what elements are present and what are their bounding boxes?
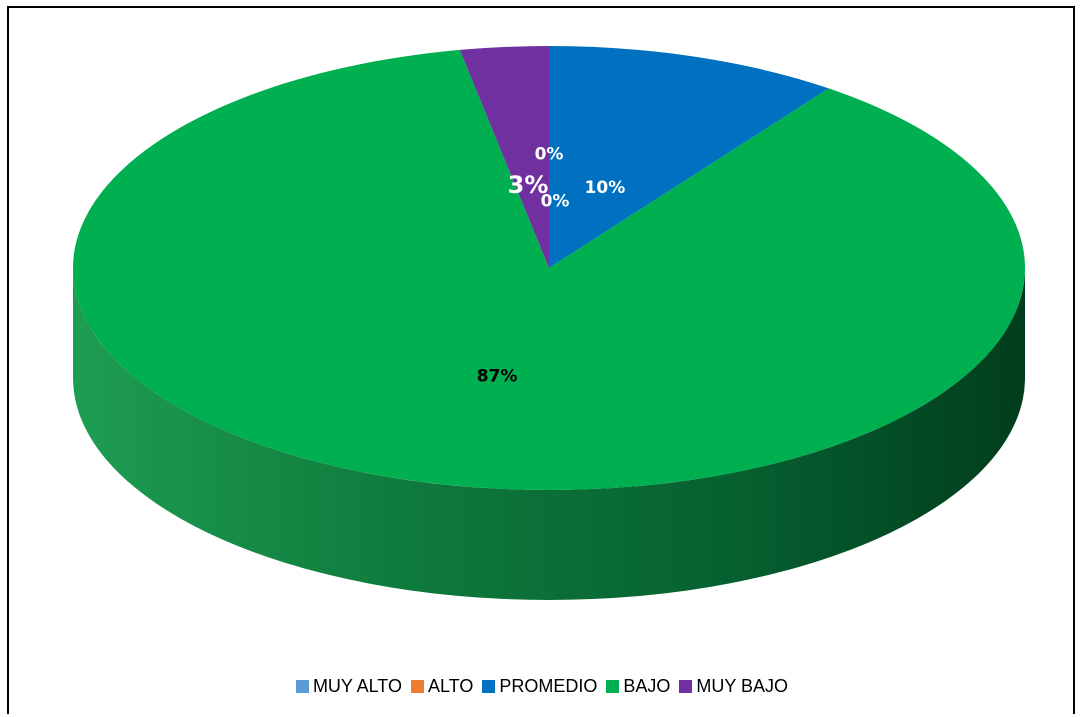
legend-label-muy-bajo: MUY BAJO xyxy=(696,676,789,696)
legend-item-muy-bajo: MUY BAJO xyxy=(679,676,788,697)
legend-item-alto: ALTO xyxy=(410,676,474,697)
chart-legend: MUY ALTO ALTO PROMEDIO BAJO MUY BAJO xyxy=(0,676,1084,697)
data-label-alto: 0% xyxy=(541,191,570,211)
legend-item-promedio: PROMEDIO xyxy=(482,676,597,697)
data-label-promedio: 10% xyxy=(585,178,626,198)
legend-label-alto: ALTO xyxy=(427,676,474,696)
data-label-bajo: 87% xyxy=(477,366,518,386)
legend-swatch-bajo xyxy=(606,680,620,693)
pie-side-bajo xyxy=(73,268,1025,600)
legend-item-muy-alto: MUY ALTO xyxy=(295,676,402,697)
legend-swatch-muy-alto xyxy=(295,680,309,693)
legend-item-bajo: BAJO xyxy=(606,676,670,697)
legend-label-bajo: BAJO xyxy=(623,676,671,696)
pie-slice-promedio xyxy=(549,46,829,268)
pie-slice-bajo xyxy=(73,49,1025,491)
legend-label-muy-alto: MUY ALTO xyxy=(312,676,402,696)
legend-swatch-muy-bajo xyxy=(679,680,693,693)
legend-swatch-promedio xyxy=(482,680,496,693)
legend-label-promedio: PROMEDIO xyxy=(499,676,598,696)
data-label-muy-alto: 0% xyxy=(535,145,564,165)
pie-slice-muy-bajo xyxy=(459,46,549,268)
data-label-muy-bajo: 3% xyxy=(508,171,549,199)
legend-swatch-alto xyxy=(410,680,424,693)
